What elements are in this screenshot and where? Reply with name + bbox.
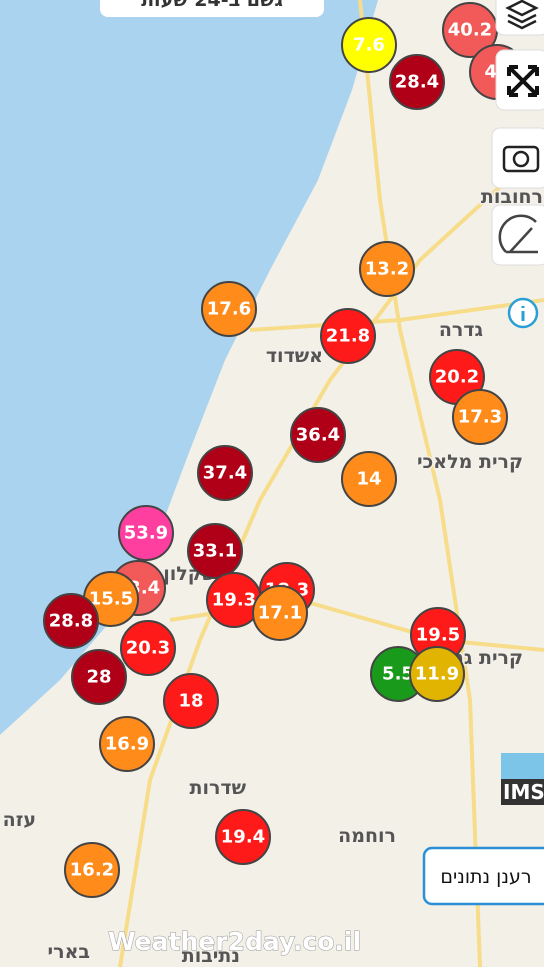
marker-value: 17.6 (207, 299, 251, 320)
camera-button[interactable] (491, 127, 544, 189)
camera-icon (502, 145, 540, 173)
marker: 53.9 (118, 505, 174, 561)
logo-bg (501, 779, 544, 805)
marker: 37.4 (197, 445, 253, 501)
marker-dot (290, 407, 346, 463)
marker-dot (163, 673, 219, 729)
marker-value: 16.9 (105, 734, 149, 755)
marker: 28.4 (389, 54, 445, 110)
marker-value: 17.1 (258, 603, 302, 624)
marker-value: 11.9 (415, 664, 459, 685)
city-label: נתיבות (182, 945, 240, 967)
marker-value: 36.4 (296, 425, 340, 446)
marker: 13.2 (359, 241, 415, 297)
city-label: גדרה (439, 319, 483, 341)
marker-value: 18 (178, 691, 203, 712)
marker-value: 37.4 (203, 463, 247, 484)
marker-value: 19.5 (416, 625, 460, 646)
marker-dot (341, 451, 397, 507)
logo: IMS (503, 780, 544, 804)
marker-dot (197, 445, 253, 501)
marker: 28.8 (43, 593, 99, 649)
layers-button[interactable] (495, 0, 544, 36)
marker-dot (64, 842, 120, 898)
marker: 36.4 (290, 407, 346, 463)
marker-value: 15.5 (89, 589, 133, 610)
marker-dot (43, 593, 99, 649)
marker: 19.4 (215, 809, 271, 865)
marker-value: 16.2 (70, 860, 114, 881)
marker-value: 20.2 (435, 367, 479, 388)
marker-dot (187, 523, 243, 579)
marker-dot (252, 585, 308, 641)
layers-icon (505, 0, 539, 30)
camera-lens (512, 150, 530, 168)
marker-value: 40.2 (448, 20, 492, 41)
title-pill (100, 0, 324, 17)
title: גשם ב-24 שעות (141, 0, 283, 11)
marker-dot (120, 620, 176, 676)
roads (118, 0, 544, 967)
marker-dot (71, 649, 127, 705)
marker: 14 (341, 451, 397, 507)
marker: 16.2 (64, 842, 120, 898)
sea (0, 0, 378, 735)
marker-dot (99, 716, 155, 772)
logo-mark (501, 753, 544, 779)
marker: 16.9 (99, 716, 155, 772)
marker: 33.1 (187, 523, 243, 579)
map-controls (491, 0, 544, 329)
fullscreen-icon (507, 65, 539, 97)
marker-value: 20.3 (126, 638, 170, 659)
marker-dot (341, 17, 397, 73)
marker-value: 33.1 (193, 541, 237, 562)
marker: 21.8 (320, 308, 376, 364)
marker: 18 (163, 673, 219, 729)
marker-value: 28.8 (49, 611, 93, 632)
marker-value: 28 (86, 667, 111, 688)
marker-value: 7.6 (353, 35, 385, 56)
marker-dot (359, 241, 415, 297)
marker-value: 21.8 (326, 326, 370, 347)
marker-dot (389, 54, 445, 110)
marker: 20.3 (120, 620, 176, 676)
marker-value: 17.3 (458, 407, 502, 428)
marker-value: 19.4 (221, 827, 265, 848)
marker-dot (409, 646, 465, 702)
marker-value: 53.9 (124, 523, 168, 544)
marker: 11.9 (409, 646, 465, 702)
marker-dot (452, 389, 508, 445)
measure-icon (498, 214, 538, 254)
refresh-label: רענן נתונים (440, 866, 531, 888)
marker-value: 28.4 (395, 72, 439, 93)
city-label: שדרות (189, 777, 246, 799)
marker: 20.2 (429, 349, 485, 405)
marker: 28 (71, 649, 127, 705)
marker-value: 19.3 (212, 590, 256, 611)
city-label: אשדוד (266, 345, 323, 367)
marker: 5.5 (370, 646, 426, 702)
marker-dot (201, 281, 257, 337)
city-label: עזה (3, 809, 36, 831)
city-label: קרית מלאכי (417, 451, 523, 473)
marker-dot (118, 505, 174, 561)
marker-value: 13.2 (365, 259, 409, 280)
marker: 17.3 (452, 389, 508, 445)
marker: 7.6 (341, 17, 397, 73)
marker-dot (215, 809, 271, 865)
marker-value: 14 (356, 469, 381, 490)
city-label: בארי (48, 941, 90, 963)
marker: 17.6 (201, 281, 257, 337)
city-label: רוחמה (338, 825, 396, 847)
marker-value: 5.5 (382, 664, 414, 685)
watermark: Weather2day.co.il (108, 927, 361, 956)
marker-dot (320, 308, 376, 364)
marker: 17.1 (252, 585, 308, 641)
marker: 40.2 (442, 2, 498, 58)
refresh-button[interactable] (422, 846, 544, 906)
